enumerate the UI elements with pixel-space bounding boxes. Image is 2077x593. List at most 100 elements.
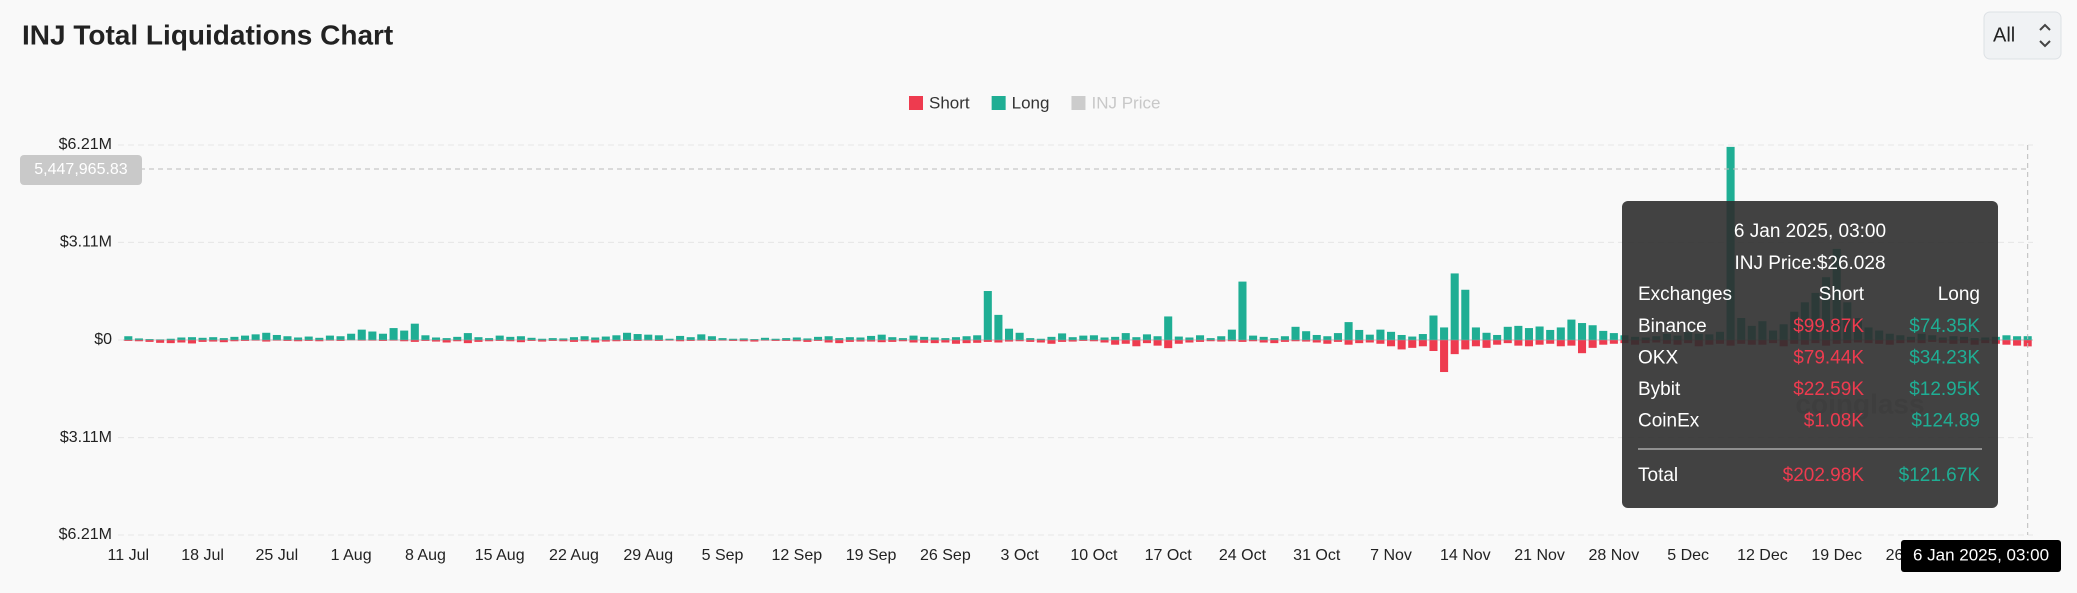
bar	[304, 340, 313, 341]
bar	[1546, 340, 1555, 344]
bar	[1471, 340, 1480, 347]
cursor-x-label: 6 Jan 2025, 03:00	[1913, 545, 2049, 564]
bar	[156, 339, 165, 340]
bar	[676, 335, 685, 340]
x-tick-label: 10 Oct	[1070, 547, 1118, 564]
legend-swatch[interactable]	[1071, 96, 1086, 110]
x-tick-label: 28 Nov	[1589, 547, 1640, 564]
bar	[1280, 336, 1289, 340]
bar	[580, 336, 589, 340]
bar	[867, 340, 876, 342]
bar	[1503, 340, 1512, 344]
bar	[1556, 340, 1565, 347]
bar	[1333, 340, 1343, 342]
bar	[888, 340, 897, 342]
bar	[1524, 328, 1534, 340]
bar	[1440, 327, 1449, 340]
bar	[888, 337, 897, 340]
bar	[272, 334, 281, 340]
bar	[1249, 340, 1258, 342]
bar	[166, 340, 175, 344]
bar	[230, 340, 239, 342]
bar	[1514, 325, 1523, 340]
bar	[1100, 337, 1109, 340]
y-tick-label: $3.11M	[60, 234, 112, 251]
bar	[1588, 325, 1597, 340]
tooltip-cell: $74.35K	[1909, 316, 1980, 337]
bar	[357, 340, 366, 341]
bar	[1546, 329, 1555, 340]
y-tick-label: $6.21M	[59, 526, 112, 543]
bar	[1397, 340, 1406, 350]
range-select[interactable]	[1983, 11, 2062, 60]
bar	[654, 340, 663, 341]
bar	[134, 340, 143, 342]
bar	[1089, 335, 1098, 340]
bar	[1058, 340, 1067, 342]
bar	[1482, 332, 1491, 340]
bar	[877, 334, 886, 340]
cursor-x-box	[1901, 540, 2061, 572]
bar	[994, 340, 1003, 343]
bar	[1015, 332, 1024, 340]
bar	[612, 335, 621, 340]
bar	[1408, 336, 1417, 340]
bar	[601, 336, 610, 340]
bar	[177, 337, 186, 340]
bar	[1461, 289, 1470, 340]
bar	[336, 336, 345, 340]
bar	[495, 340, 504, 341]
bar	[729, 338, 738, 340]
bar	[431, 337, 441, 340]
bar	[1036, 340, 1045, 343]
legend-label[interactable]: Long	[1012, 93, 1050, 112]
x-tick-label: 29 Aug	[623, 547, 673, 564]
legend-swatch[interactable]	[909, 96, 923, 110]
bar	[474, 340, 483, 342]
bar	[262, 332, 271, 340]
bar	[1323, 340, 1332, 344]
tooltip-price: INJ Price:$26.028	[1734, 253, 1885, 274]
bar	[654, 335, 663, 340]
x-tick-label: 5 Dec	[1667, 547, 1709, 564]
bar	[1026, 340, 1035, 342]
bar	[1259, 336, 1268, 340]
bar	[803, 338, 812, 340]
bar	[240, 340, 250, 341]
bar	[506, 336, 515, 340]
bar	[1429, 315, 1438, 340]
bar	[1440, 340, 1449, 373]
legend-swatch[interactable]	[991, 96, 1006, 110]
bar	[1524, 340, 1534, 347]
bar	[1344, 340, 1353, 345]
bar	[718, 338, 727, 340]
bar	[686, 337, 695, 340]
cursor-y-label: 5,447,965.83	[34, 161, 128, 178]
range-select-label[interactable]: All	[1993, 24, 2015, 46]
bar	[156, 340, 165, 343]
bar	[1556, 327, 1565, 340]
bar	[1206, 338, 1215, 340]
bar	[1567, 319, 1576, 340]
bar	[187, 340, 197, 344]
bar	[707, 340, 716, 341]
bar	[283, 340, 292, 341]
bar	[951, 340, 961, 344]
bar	[1450, 340, 1459, 355]
legend-label[interactable]: Short	[929, 93, 970, 112]
legend-label[interactable]: INJ Price	[1091, 93, 1160, 112]
bar	[421, 340, 430, 341]
bar	[622, 340, 632, 341]
bar	[1503, 326, 1512, 340]
tooltip-total: $121.67K	[1899, 465, 1981, 486]
bar	[1514, 340, 1523, 346]
bar	[1195, 335, 1205, 340]
tooltip-cell: $99.87K	[1793, 316, 1864, 337]
bar	[1004, 328, 1014, 340]
bar	[209, 337, 218, 340]
x-tick-label: 11 Jul	[108, 547, 150, 564]
bar	[1312, 340, 1321, 343]
tooltip-cell: $34.23K	[1909, 348, 1980, 369]
bar	[1450, 273, 1459, 340]
